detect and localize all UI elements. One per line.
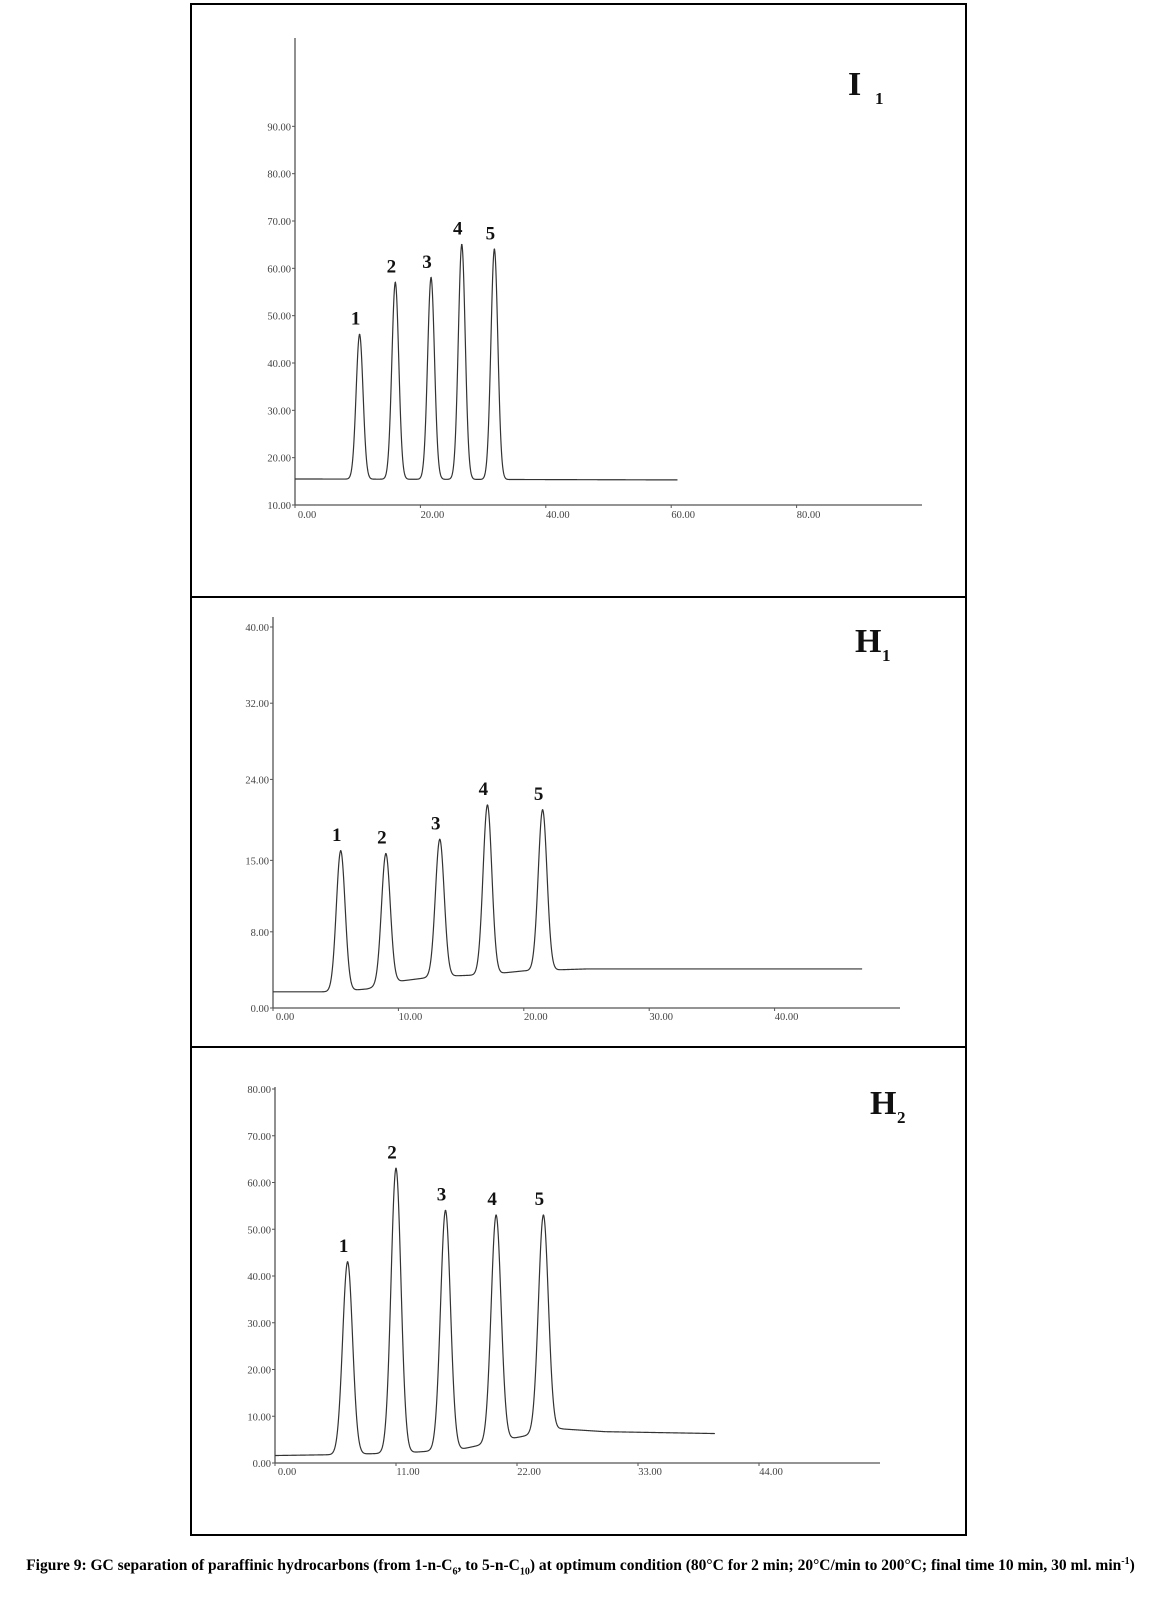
peak-apex-2 xyxy=(395,1167,397,1170)
y-tick-label: 60.00 xyxy=(247,1179,271,1190)
peak-label-1: 1 xyxy=(332,825,342,846)
caption-sup: -1 xyxy=(1121,1556,1130,1567)
peak-label-4: 4 xyxy=(487,1189,497,1210)
panel-label: H xyxy=(855,623,881,660)
peak-apex-5 xyxy=(541,809,544,811)
peak-apex-1 xyxy=(358,333,361,336)
peak-label-1: 1 xyxy=(339,1236,349,1257)
y-tick-label: 40.00 xyxy=(245,623,269,634)
y-tick-label: 24.00 xyxy=(245,775,269,786)
figure-border xyxy=(190,3,967,1536)
x-tick-label: 22.00 xyxy=(517,1467,541,1478)
peak-label-2: 2 xyxy=(387,257,397,278)
peak-apex-1 xyxy=(346,1261,349,1263)
chromatogram-trace xyxy=(275,1167,715,1457)
x-tick-label: 40.00 xyxy=(775,1012,799,1023)
peak-label-4: 4 xyxy=(479,779,489,800)
chromatogram-panel-I1: 10.0020.0030.0040.0050.0060.0070.0080.00… xyxy=(267,38,922,521)
y-tick-label: 30.00 xyxy=(247,1319,271,1330)
y-tick-label: 0.00 xyxy=(253,1459,271,1470)
peak-label-2: 2 xyxy=(377,828,387,849)
x-tick-label: 80.00 xyxy=(797,510,821,521)
y-tick-label: 50.00 xyxy=(267,312,291,323)
caption-rest: ) at optimum condition (80°C for 2 min; … xyxy=(529,1557,1122,1575)
x-tick-label: 44.00 xyxy=(759,1467,783,1478)
peak-apex-2 xyxy=(394,281,397,284)
caption-sub-6: 6 xyxy=(452,1566,458,1578)
peak-label-4: 4 xyxy=(453,219,463,240)
peak-label-3: 3 xyxy=(437,1185,447,1206)
y-tick-label: 40.00 xyxy=(247,1272,271,1283)
y-tick-label: 20.00 xyxy=(247,1366,271,1377)
peak-label-5: 5 xyxy=(486,223,496,244)
y-tick-label: 32.00 xyxy=(245,699,269,710)
peak-label-1: 1 xyxy=(351,309,361,330)
peak-apex-2 xyxy=(385,852,387,855)
peak-label-3: 3 xyxy=(431,813,441,834)
x-tick-label: 40.00 xyxy=(546,510,570,521)
x-tick-label: 11.00 xyxy=(396,1467,419,1478)
peak-apex-4 xyxy=(460,243,463,246)
x-tick-label: 0.00 xyxy=(298,510,316,521)
y-tick-label: 60.00 xyxy=(267,264,291,275)
x-tick-label: 10.00 xyxy=(399,1012,423,1023)
y-tick-label: 10.00 xyxy=(247,1412,271,1423)
panel-label-subscript: 1 xyxy=(882,646,891,665)
y-tick-label: 0.00 xyxy=(251,1004,269,1015)
y-tick-label: 70.00 xyxy=(247,1132,271,1143)
x-tick-label: 60.00 xyxy=(671,510,695,521)
peak-label-2: 2 xyxy=(387,1142,397,1163)
peak-apex-3 xyxy=(438,838,441,841)
caption-end: ) xyxy=(1129,1557,1135,1575)
chromatogram-panel-H1: 0.00 8.00 15.00 24.00 32.00 40.00 0.00 10.00 20.… xyxy=(245,617,900,1023)
chromatogram-trace xyxy=(273,804,863,993)
y-tick-label: 15.00 xyxy=(245,856,269,867)
x-tick-label: 30.00 xyxy=(649,1012,673,1023)
peak-label-5: 5 xyxy=(535,1189,545,1210)
x-tick-label: 0.00 xyxy=(278,1467,296,1478)
panel-label-subscript: 2 xyxy=(897,1108,906,1127)
y-tick-label: 8.00 xyxy=(251,928,269,939)
peak-label-5: 5 xyxy=(534,784,544,805)
caption-sub-10: 10 xyxy=(519,1566,530,1578)
x-tick-label: 20.00 xyxy=(421,510,445,521)
peak-apex-3 xyxy=(444,1209,447,1212)
peak-apex-1 xyxy=(339,850,342,852)
x-tick-label: 0.00 xyxy=(276,1012,294,1023)
peak-apex-4 xyxy=(486,804,489,806)
figure-caption: Figure 9: GC separation of paraffinic hy… xyxy=(20,1552,1141,1581)
y-tick-label: 80.00 xyxy=(267,170,291,181)
y-tick-label: 80.00 xyxy=(247,1085,271,1096)
caption-prefix: Figure 9: GC separation of paraffinic hy… xyxy=(26,1557,453,1575)
y-tick-label: 50.00 xyxy=(247,1225,271,1236)
chromatogram-trace xyxy=(295,243,678,481)
panel-label: H xyxy=(870,1085,896,1122)
y-tick-label: 30.00 xyxy=(267,406,291,417)
panel-label: I xyxy=(848,66,861,103)
peak-apex-4 xyxy=(495,1214,497,1217)
y-tick-label: 20.00 xyxy=(267,454,291,465)
peak-label-3: 3 xyxy=(422,252,432,273)
y-tick-label: 40.00 xyxy=(267,359,291,370)
y-tick-label: 90.00 xyxy=(267,122,291,133)
chromatogram-panel-H2: 0.0010.0020.0030.0040.0050.0060.0070.008… xyxy=(247,1085,905,1478)
caption-middle: , to 5-n-C xyxy=(457,1557,520,1575)
x-tick-label: 33.00 xyxy=(638,1467,662,1478)
y-tick-label: 70.00 xyxy=(267,217,291,228)
peak-apex-5 xyxy=(542,1214,545,1217)
peak-apex-5 xyxy=(493,248,496,251)
peak-apex-3 xyxy=(430,277,432,279)
panel-label-subscript: 1 xyxy=(875,89,884,108)
x-tick-label: 20.00 xyxy=(524,1012,548,1023)
y-tick-label: 10.00 xyxy=(267,501,291,512)
